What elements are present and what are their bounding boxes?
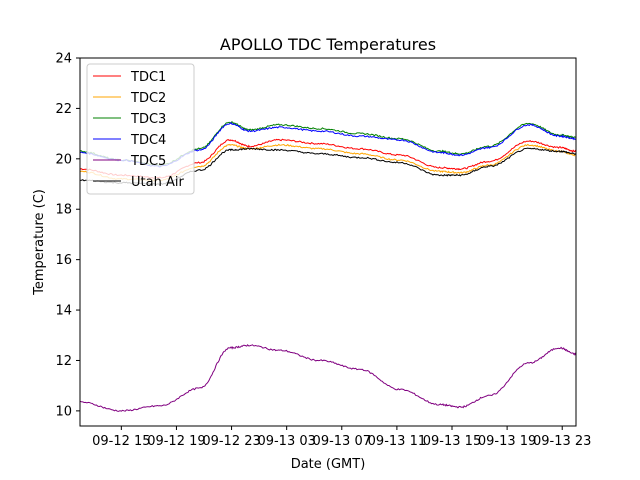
- legend: TDC1 TDC2 TDC3 TDC4 TDC5 Utah Air: [86, 63, 195, 195]
- legend-label: Utah Air: [131, 175, 184, 190]
- legend-label: TDC1: [130, 70, 166, 85]
- x-tick-label: 09-13 11: [368, 434, 426, 449]
- legend-label: TDC5: [130, 154, 166, 169]
- legend-item: TDC4: [93, 133, 166, 148]
- x-tick-label: 09-13 23: [533, 434, 591, 449]
- y-tick-label: 24: [55, 52, 72, 67]
- y-tick-label: 18: [55, 203, 72, 218]
- legend-item: TDC1: [93, 70, 166, 85]
- x-tick-label: 09-12 15: [92, 434, 150, 449]
- y-tick-label: 14: [55, 304, 72, 319]
- y-axis-label: Temperature (C): [32, 189, 47, 296]
- x-axis-label: Date (GMT): [291, 457, 366, 472]
- legend-item: TDC5: [93, 154, 166, 169]
- axes-frame: [79, 57, 577, 427]
- y-tick-label: 12: [55, 354, 72, 369]
- series-line-tdc5: [79, 344, 577, 412]
- y-tick-label: 10: [55, 404, 72, 419]
- y-axis: 10 12 14 16 18 20 22 24: [55, 52, 80, 419]
- x-tick-label: 09-12 19: [147, 434, 205, 449]
- legend-label: TDC2: [130, 91, 166, 106]
- chart-title: APOLLO TDC Temperatures: [220, 35, 436, 54]
- y-tick-label: 20: [55, 152, 72, 167]
- legend-item: TDC3: [93, 112, 166, 127]
- x-tick-label: 09-13 19: [478, 434, 536, 449]
- x-tick-label: 09-13 15: [423, 434, 481, 449]
- x-tick-label: 09-13 07: [313, 434, 371, 449]
- legend-label: TDC4: [130, 133, 166, 148]
- y-tick-label: 22: [55, 102, 72, 117]
- x-tick-label: 09-12 23: [202, 434, 260, 449]
- x-tick-label: 09-13 03: [257, 434, 315, 449]
- legend-item: Utah Air: [93, 175, 184, 190]
- legend-item: TDC2: [93, 91, 166, 106]
- y-tick-label: 16: [55, 253, 72, 268]
- legend-label: TDC3: [130, 112, 166, 127]
